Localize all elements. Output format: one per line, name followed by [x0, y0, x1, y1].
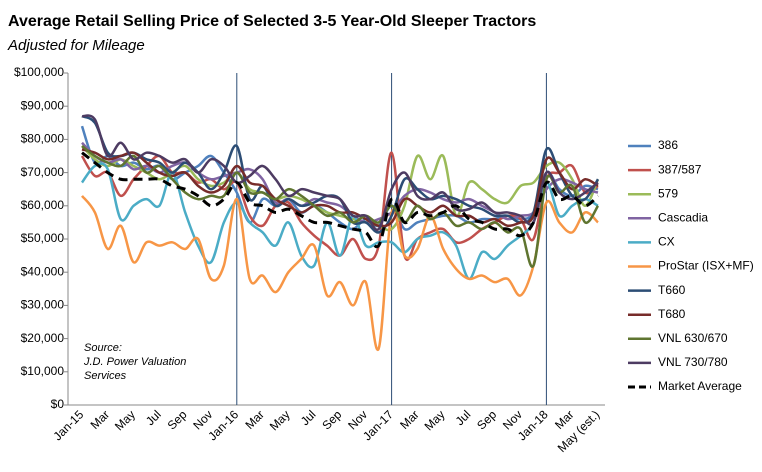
x-tick-label: May — [422, 407, 448, 433]
x-tick-label: Sep — [319, 407, 344, 432]
x-tick-label: Sep — [474, 407, 499, 432]
x-tick-label: Sep — [165, 407, 190, 432]
series-line — [80, 125, 599, 231]
legend-label: CX — [658, 235, 675, 249]
legend-label: T660 — [658, 283, 686, 297]
x-tick-label: Jan-15 — [51, 407, 87, 443]
series-line — [81, 195, 599, 351]
legend-label: T680 — [658, 307, 686, 321]
series-line — [81, 114, 599, 232]
y-tick-label: $30,000 — [21, 298, 65, 312]
legend-label: Market Average — [658, 379, 742, 393]
y-tick-label: $60,000 — [21, 198, 65, 212]
y-tick-label: $10,000 — [21, 364, 65, 378]
x-tick-label: Jul — [453, 407, 474, 428]
legend-label: 386 — [658, 138, 678, 152]
x-tick-label: Jan-17 — [360, 407, 396, 443]
source-note: Services — [84, 370, 127, 382]
source-note: J.D. Power Valuation — [83, 356, 186, 368]
x-tick-label: Mar — [88, 407, 113, 432]
y-tick-label: $90,000 — [21, 98, 65, 112]
y-tick-label: $70,000 — [21, 165, 65, 179]
chart-subtitle: Adjusted for Mileage — [7, 37, 145, 54]
x-tick-label: Jul — [298, 407, 319, 428]
legend-label: VNL 730/780 — [658, 355, 728, 369]
chart-title: Average Retail Selling Price of Selected… — [8, 13, 536, 30]
y-tick-label: $50,000 — [21, 231, 65, 245]
x-tick-label: Jan-16 — [205, 407, 241, 443]
series-line — [81, 145, 600, 268]
x-tick-label: May — [267, 407, 293, 433]
series-line — [80, 162, 599, 281]
y-tick-label: $80,000 — [21, 132, 65, 146]
x-tick-label: Jul — [143, 407, 164, 428]
source-note: Source: — [84, 342, 122, 354]
x-tick-label: Mar — [397, 407, 422, 432]
x-tick-label: Mar — [242, 407, 267, 432]
x-tick-label: May — [112, 407, 138, 433]
y-tick-label: $20,000 — [21, 331, 65, 345]
legend-label: Cascadia — [658, 210, 708, 224]
x-tick-label: Jan-18 — [515, 407, 551, 443]
y-tick-label: $0 — [51, 397, 65, 411]
series-line — [81, 151, 600, 249]
legend-label: 387/587 — [658, 162, 702, 176]
legend-label: 579 — [658, 186, 678, 200]
legend-label: VNL 630/670 — [658, 331, 728, 345]
y-tick-label: $40,000 — [21, 264, 65, 278]
y-tick-label: $100,000 — [14, 65, 64, 79]
legend-label: ProStar (ISX+MF) — [658, 259, 754, 273]
